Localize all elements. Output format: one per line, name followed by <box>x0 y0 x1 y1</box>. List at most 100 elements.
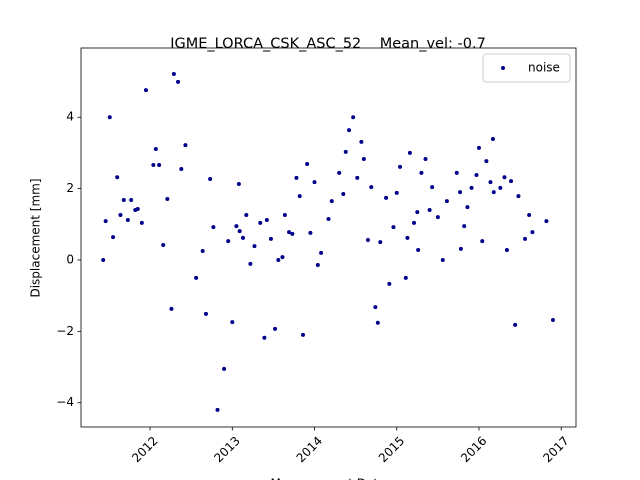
point <box>297 194 302 199</box>
point <box>504 247 509 252</box>
point <box>387 281 392 286</box>
point <box>236 181 241 186</box>
point <box>412 220 417 225</box>
point <box>527 213 532 218</box>
point <box>365 237 370 242</box>
point <box>343 149 348 154</box>
point <box>469 185 474 190</box>
point <box>208 176 213 181</box>
point <box>294 175 299 180</box>
point <box>115 175 120 180</box>
point <box>215 407 220 412</box>
point <box>359 139 364 144</box>
point <box>240 235 245 240</box>
point <box>308 230 313 235</box>
point <box>248 261 253 266</box>
point <box>490 137 495 142</box>
point <box>351 115 356 120</box>
point <box>135 206 140 211</box>
point <box>262 335 267 340</box>
point <box>423 156 428 161</box>
point <box>319 250 324 255</box>
point <box>488 180 493 185</box>
y-tick-label: 0 <box>66 252 74 266</box>
point <box>305 161 310 166</box>
chart-title: IGME_LORCA_CSK_ASC_52 Mean_vel: -0.7 <box>170 36 486 52</box>
point <box>403 275 408 280</box>
point <box>139 220 144 225</box>
point <box>491 190 496 195</box>
point <box>427 208 432 213</box>
x-axis-label: Measurement Date <box>271 477 386 480</box>
point <box>430 185 435 190</box>
point <box>264 218 269 223</box>
point <box>151 163 156 168</box>
point <box>129 198 134 203</box>
point <box>165 196 170 201</box>
point <box>312 180 317 185</box>
point <box>474 173 479 178</box>
point <box>183 143 188 148</box>
point <box>435 215 440 220</box>
point <box>287 230 292 235</box>
point <box>101 257 106 262</box>
point <box>498 185 503 190</box>
point <box>465 205 470 210</box>
point <box>244 213 249 218</box>
point <box>509 179 514 184</box>
point <box>502 175 507 180</box>
point <box>398 164 403 169</box>
point <box>153 146 158 151</box>
point <box>462 224 467 229</box>
point <box>516 194 521 199</box>
point <box>329 199 334 204</box>
point <box>252 244 257 249</box>
point <box>121 198 126 203</box>
point <box>375 320 380 325</box>
plot-frame <box>80 47 577 428</box>
point <box>347 128 352 133</box>
point <box>103 219 108 224</box>
point <box>341 191 346 196</box>
point <box>384 195 389 200</box>
point <box>276 257 281 262</box>
point <box>161 242 166 247</box>
point <box>237 229 242 234</box>
point <box>171 72 176 77</box>
point <box>176 79 181 84</box>
point <box>268 236 273 241</box>
point <box>230 320 235 325</box>
point <box>355 175 360 180</box>
point <box>361 156 366 161</box>
point <box>458 190 463 195</box>
point <box>513 322 518 327</box>
y-tick-label: −4 <box>56 395 74 409</box>
point <box>550 317 555 322</box>
point <box>282 213 287 218</box>
point <box>480 239 485 244</box>
y-tick-label: −2 <box>56 324 74 338</box>
point <box>107 115 112 120</box>
point <box>315 262 320 267</box>
point <box>111 235 116 240</box>
point <box>234 224 239 229</box>
point <box>194 275 199 280</box>
point <box>523 236 528 241</box>
point <box>544 219 549 224</box>
point <box>301 332 306 337</box>
legend-marker <box>501 66 505 70</box>
point <box>273 326 278 331</box>
point <box>179 166 184 171</box>
legend-box <box>482 53 571 83</box>
point <box>280 255 285 260</box>
point <box>290 231 295 236</box>
point <box>416 247 421 252</box>
point <box>419 170 424 175</box>
point <box>211 225 216 230</box>
point <box>484 159 489 164</box>
point <box>200 249 205 254</box>
point <box>391 225 396 230</box>
point <box>118 213 123 218</box>
